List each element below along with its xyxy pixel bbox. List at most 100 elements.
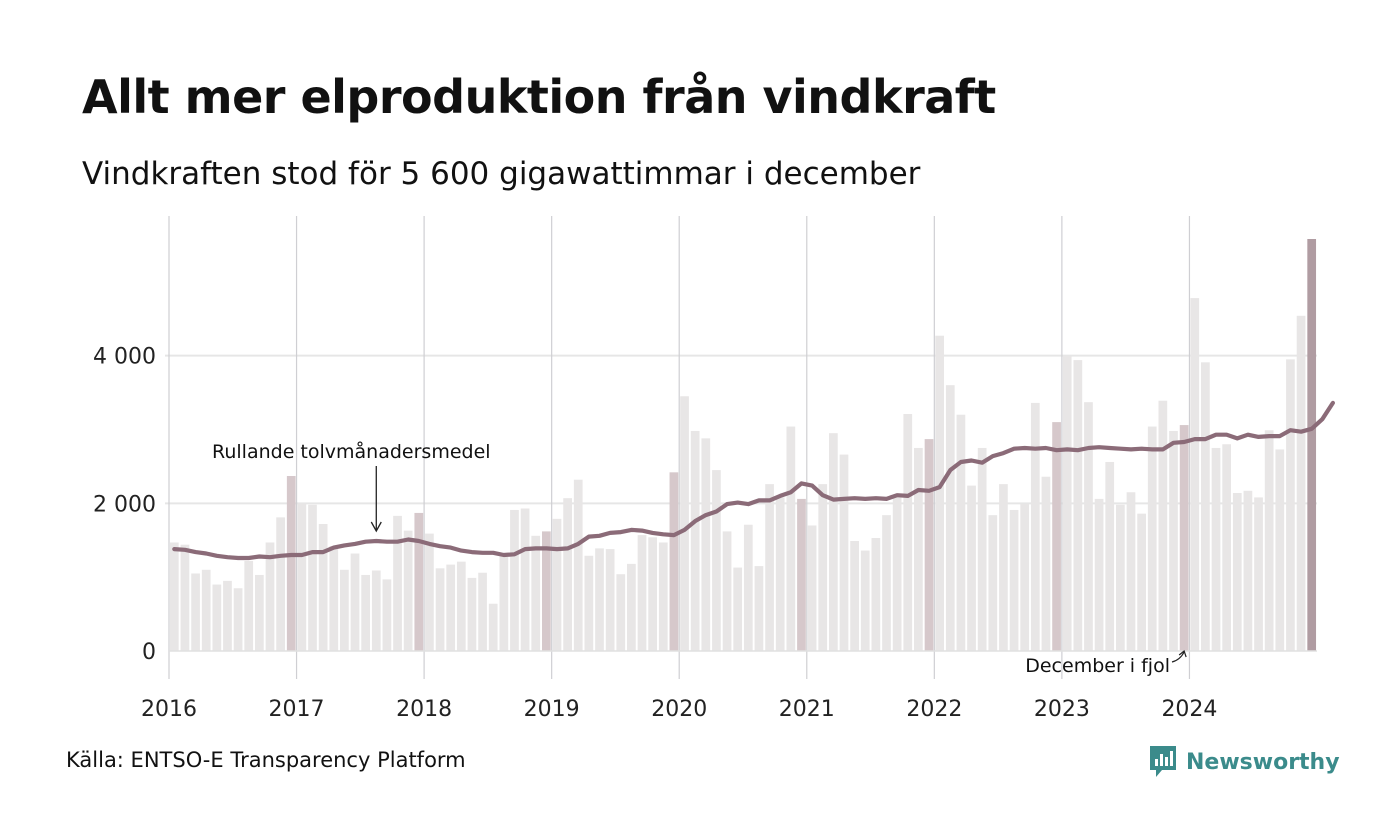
bar: [244, 560, 254, 651]
bar: [595, 548, 604, 651]
y-tick-label: 0: [142, 640, 156, 665]
bar: [1126, 492, 1136, 651]
bar-december: [286, 476, 296, 651]
bar: [1296, 315, 1306, 651]
x-tick-label: 2023: [1034, 697, 1090, 722]
x-tick-label: 2016: [141, 697, 197, 722]
bar-december: [669, 472, 679, 651]
bar: [1211, 447, 1221, 651]
bar: [403, 530, 413, 651]
bar: [180, 544, 190, 651]
bar: [903, 413, 913, 651]
bar: [223, 580, 232, 651]
bar-latest: [1307, 239, 1317, 651]
bar: [201, 569, 211, 651]
bar: [754, 566, 764, 651]
bar: [393, 515, 402, 651]
bar: [616, 574, 626, 651]
bar: [860, 550, 870, 651]
bar: [212, 584, 222, 651]
bar: [318, 524, 328, 651]
bar: [1232, 492, 1242, 651]
bar: [1158, 400, 1168, 651]
chart-subtitle: Vindkraften stod för 5 600 gigawattimmar…: [82, 156, 921, 192]
bar: [658, 542, 668, 651]
bar: [967, 485, 976, 651]
bar: [1201, 362, 1210, 651]
x-tick-label: 2017: [269, 697, 325, 722]
brand-logo: Newsworthy: [1148, 744, 1340, 780]
annotation-arrow-head: [370, 521, 382, 533]
bar: [1094, 498, 1104, 651]
rolling-average-line: [172, 400, 1336, 561]
bar: [1190, 298, 1200, 651]
bar: [340, 569, 349, 651]
bar: [1264, 430, 1274, 651]
bar: [1147, 426, 1157, 651]
bar: [935, 335, 945, 651]
bar: [499, 555, 509, 651]
bar: [1073, 360, 1083, 651]
x-tick-label: 2024: [1161, 697, 1217, 722]
x-tick-label: 2021: [779, 697, 835, 722]
bar: [1243, 490, 1253, 651]
x-tick-label: 2020: [651, 697, 707, 722]
bar: [839, 454, 849, 651]
bar: [425, 533, 434, 651]
bar: [680, 396, 689, 651]
bar: [1105, 461, 1115, 651]
bar: [169, 542, 179, 651]
bar: [850, 540, 859, 651]
bar: [1030, 402, 1040, 651]
y-tick-label: 2 000: [93, 492, 156, 517]
bar: [627, 563, 636, 651]
bar: [945, 385, 955, 651]
bar: [701, 438, 711, 651]
bar: [329, 546, 339, 651]
bar: [722, 531, 732, 651]
bar: [478, 572, 487, 651]
bar: [584, 555, 594, 651]
bar: [1222, 444, 1232, 651]
bar: [914, 447, 923, 651]
bar: [1084, 402, 1093, 651]
bar: [1137, 513, 1146, 651]
bar: [765, 484, 774, 651]
bar: [488, 603, 498, 651]
annotation-curve-arrow-head: [1178, 649, 1187, 658]
bar: [446, 564, 456, 651]
bar: [265, 542, 275, 651]
bar-december: [1179, 425, 1189, 651]
bar: [233, 588, 243, 651]
bar-december: [797, 498, 806, 651]
chart-title: Allt mer elproduktion från vindkraft: [82, 70, 996, 124]
bar: [882, 515, 891, 651]
bar-december: [414, 512, 424, 651]
x-tick-label: 2019: [524, 697, 580, 722]
bar: [956, 414, 966, 651]
bar: [786, 426, 796, 651]
bar: [1115, 504, 1125, 651]
annotation-curve-arrow: [1171, 651, 1185, 663]
bar: [775, 497, 785, 651]
bar: [1254, 497, 1263, 651]
x-tick-label: 2022: [906, 697, 962, 722]
bar-december: [541, 531, 551, 651]
bar: [276, 517, 285, 651]
bar: [818, 484, 828, 651]
bar: [637, 535, 647, 651]
annotation-december-last-year: December i fjol: [1025, 655, 1170, 677]
source-note: Källa: ENTSO-E Transparency Platform: [66, 748, 466, 772]
bar: [1020, 504, 1030, 651]
bar: [350, 553, 360, 651]
bar: [1275, 449, 1285, 651]
bar: [382, 579, 392, 651]
bar: [435, 568, 445, 651]
bar: [371, 570, 381, 651]
bar: [648, 537, 658, 651]
bar: [297, 503, 307, 651]
bar: [1062, 355, 1072, 651]
brand-name: Newsworthy: [1186, 749, 1340, 775]
bar: [191, 573, 200, 651]
